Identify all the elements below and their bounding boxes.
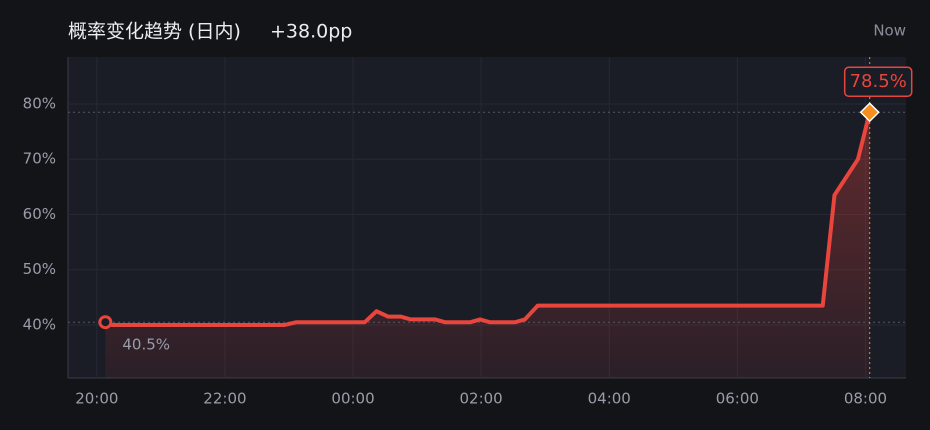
line bbox=[104, 111, 872, 327]
x-tick-label: 04:00 bbox=[588, 390, 631, 408]
change: +38.0pp bbox=[270, 21, 352, 43]
y-tick-label: 60% bbox=[23, 205, 56, 223]
x-tick-label: 08:00 bbox=[844, 390, 887, 408]
value-label: 40.5% bbox=[122, 336, 170, 354]
chart-title: 概率变化趋势 (日内) bbox=[68, 21, 241, 43]
x-tick-label: 00:00 bbox=[331, 390, 374, 408]
x-tick-label: 20:00 bbox=[75, 390, 118, 408]
x-tick-label: 06:00 bbox=[716, 390, 759, 408]
x-tick-label: 22:00 bbox=[203, 390, 246, 408]
start-marker bbox=[98, 315, 113, 330]
value-label-box bbox=[843, 66, 913, 97]
y-tick-label: 50% bbox=[23, 260, 56, 278]
area bbox=[105, 112, 870, 378]
y-tick-label: 70% bbox=[23, 150, 56, 168]
value-label: 78.5% bbox=[850, 71, 907, 92]
x-tick-label: 02:00 bbox=[460, 390, 503, 408]
y-tick-label: 80% bbox=[23, 94, 56, 112]
y-tick-label: 40% bbox=[23, 315, 56, 333]
now-label: Now bbox=[873, 22, 906, 40]
end-marker bbox=[859, 102, 880, 123]
